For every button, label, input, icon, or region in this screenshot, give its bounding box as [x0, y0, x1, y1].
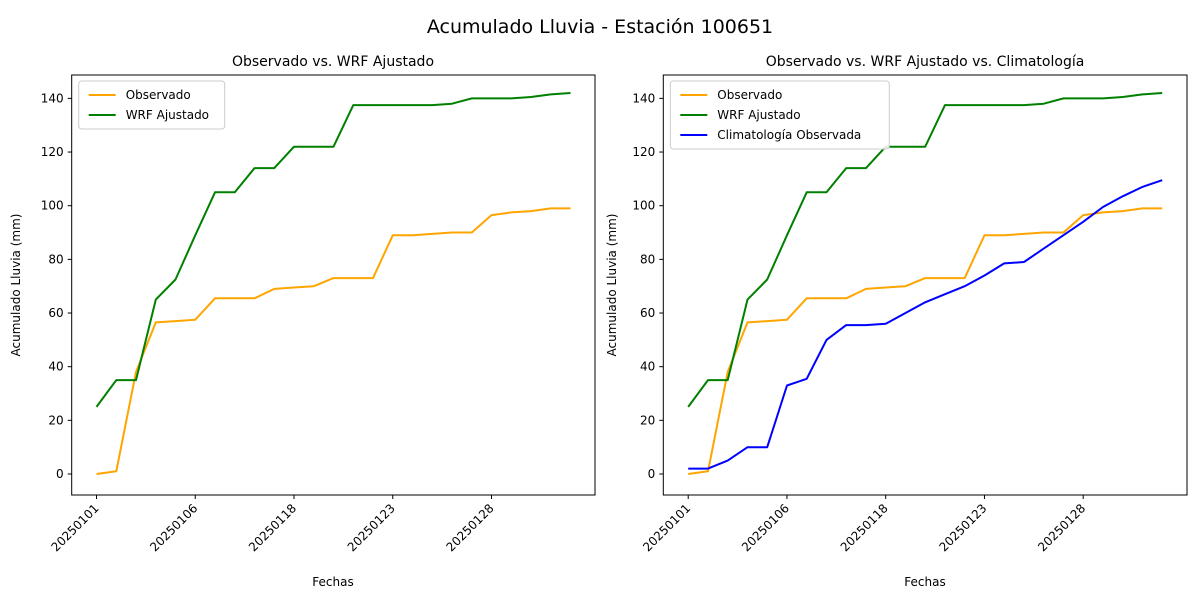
subplot-right-ylabel: Acumulado Lluvia (mm) — [605, 214, 619, 357]
figure-title: Acumulado Lluvia - Estación 100651 — [427, 16, 773, 38]
x-tick-label: 20250101 — [640, 501, 693, 554]
subplot-right-title: Observado vs. WRF Ajustado vs. Climatolo… — [766, 54, 1085, 70]
observado-line — [688, 207, 1163, 475]
legend-box — [669, 80, 890, 150]
y-tick-label: 80 — [48, 252, 63, 266]
axes-frame — [662, 74, 1188, 496]
legend: Observado WRF Ajustado — [78, 80, 226, 130]
subplot-left-title: Observado vs. WRF Ajustado — [232, 54, 434, 70]
y-tick-label: 40 — [640, 360, 655, 374]
x-tick-label: 20250118 — [838, 501, 891, 554]
legend-label: Climatología Observada — [717, 128, 861, 142]
x-tick-label: 20250128 — [444, 501, 497, 554]
y-tick-label: 20 — [48, 413, 63, 427]
x-tick-label: 20250101 — [49, 501, 102, 554]
x-tick-label: 20250106 — [147, 501, 200, 554]
y-tick-label: 140 — [632, 91, 655, 105]
subplot-right-plot-area: 0 20 40 60 80 100 120 140 20250101 20250106 202501… — [632, 74, 1188, 554]
subplot-left-xlabel: Fechas — [312, 575, 353, 589]
observado-line — [96, 207, 571, 475]
y-tick-label: 40 — [48, 360, 63, 374]
legend-label: WRF Ajustado — [126, 108, 209, 122]
y-tick-label: 100 — [632, 199, 655, 213]
y-tick-label: 140 — [41, 91, 64, 105]
y-tick-label: 0 — [648, 467, 656, 481]
y-tick-label: 100 — [41, 199, 64, 213]
legend-label: Observado — [126, 88, 191, 102]
wrf-ajustado-line — [687, 92, 1163, 408]
x-tick-label: 20250106 — [739, 501, 792, 554]
x-tick-label: 20250128 — [1035, 501, 1088, 554]
legend-label: WRF Ajustado — [717, 108, 800, 122]
climatolog-a-observada-line — [688, 179, 1163, 470]
legend-label: Observado — [717, 88, 782, 102]
wrf-ajustado-line — [95, 92, 571, 408]
y-tick-label: 60 — [48, 306, 63, 320]
x-tick-label: 20250118 — [246, 501, 299, 554]
legend-box — [78, 80, 226, 130]
subplot-right-xlabel: Fechas — [904, 575, 945, 589]
y-tick-label: 120 — [41, 145, 64, 159]
y-tick-label: 60 — [640, 306, 655, 320]
y-tick-label: 80 — [640, 252, 655, 266]
y-tick-label: 20 — [640, 413, 655, 427]
legend: Observado WRF Ajustado Climatología Observ… — [669, 80, 890, 150]
y-tick-label: 120 — [632, 145, 655, 159]
y-tick-label: 0 — [56, 467, 64, 481]
x-tick-label: 20250123 — [345, 501, 398, 554]
subplot-left-plot-area: 0 20 40 60 80 100 120 140 20250101 20250106 202501… — [41, 74, 596, 554]
axes-frame — [71, 74, 596, 496]
subplot-left-ylabel: Acumulado Lluvia (mm) — [9, 214, 23, 357]
x-tick-label: 20250123 — [936, 501, 989, 554]
